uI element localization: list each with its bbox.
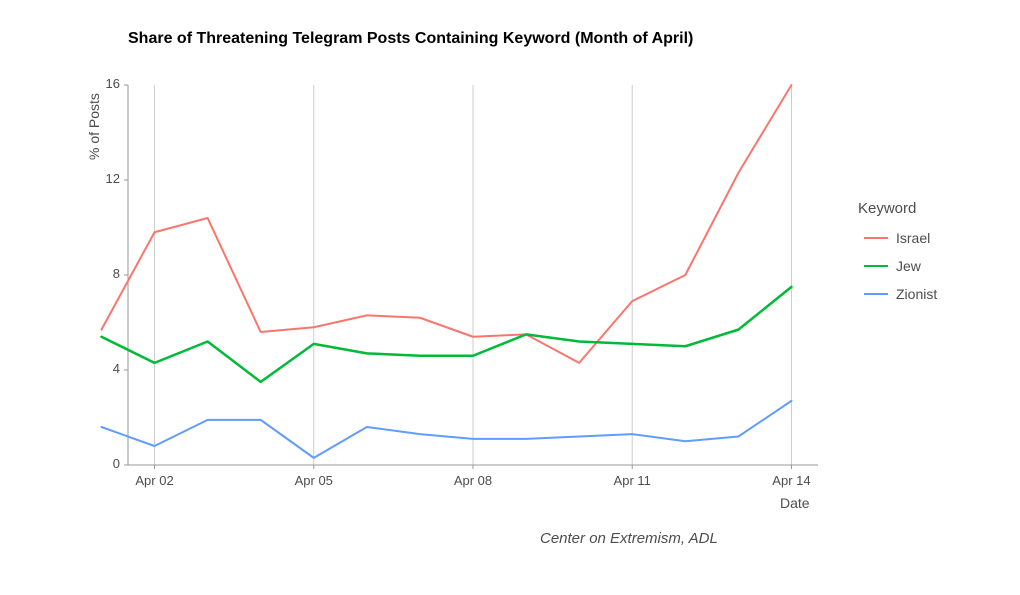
legend-label: Zionist — [896, 286, 937, 302]
x-tick-label: Apr 08 — [443, 473, 503, 488]
legend-label: Israel — [896, 230, 930, 246]
legend-swatch — [864, 293, 888, 295]
legend-swatch — [864, 237, 888, 239]
legend-title: Keyword — [858, 200, 916, 217]
chart-container: Share of Threatening Telegram Posts Cont… — [0, 0, 1020, 595]
legend-item-zionist: Zionist — [864, 286, 937, 302]
x-tick-label: Apr 02 — [125, 473, 185, 488]
x-tick-label: Apr 14 — [761, 473, 821, 488]
series-line-israel — [101, 85, 791, 363]
series-line-jew — [101, 287, 791, 382]
x-tick-label: Apr 11 — [602, 473, 662, 488]
legend-item-israel: Israel — [864, 230, 930, 246]
y-tick-label: 8 — [90, 266, 120, 281]
legend-item-jew: Jew — [864, 258, 921, 274]
source-text: Center on Extremism, ADL — [540, 530, 718, 547]
y-tick-label: 12 — [90, 171, 120, 186]
y-tick-label: 4 — [90, 361, 120, 376]
y-axis-label: % of Posts — [86, 93, 102, 160]
chart-title: Share of Threatening Telegram Posts Cont… — [128, 30, 693, 48]
x-tick-label: Apr 05 — [284, 473, 344, 488]
y-tick-label: 16 — [90, 76, 120, 91]
y-tick-label: 0 — [90, 456, 120, 471]
chart-plot — [128, 85, 818, 465]
series-line-zionist — [101, 401, 791, 458]
legend-label: Jew — [896, 258, 921, 274]
x-axis-label: Date — [780, 495, 810, 511]
legend-swatch — [864, 265, 888, 268]
